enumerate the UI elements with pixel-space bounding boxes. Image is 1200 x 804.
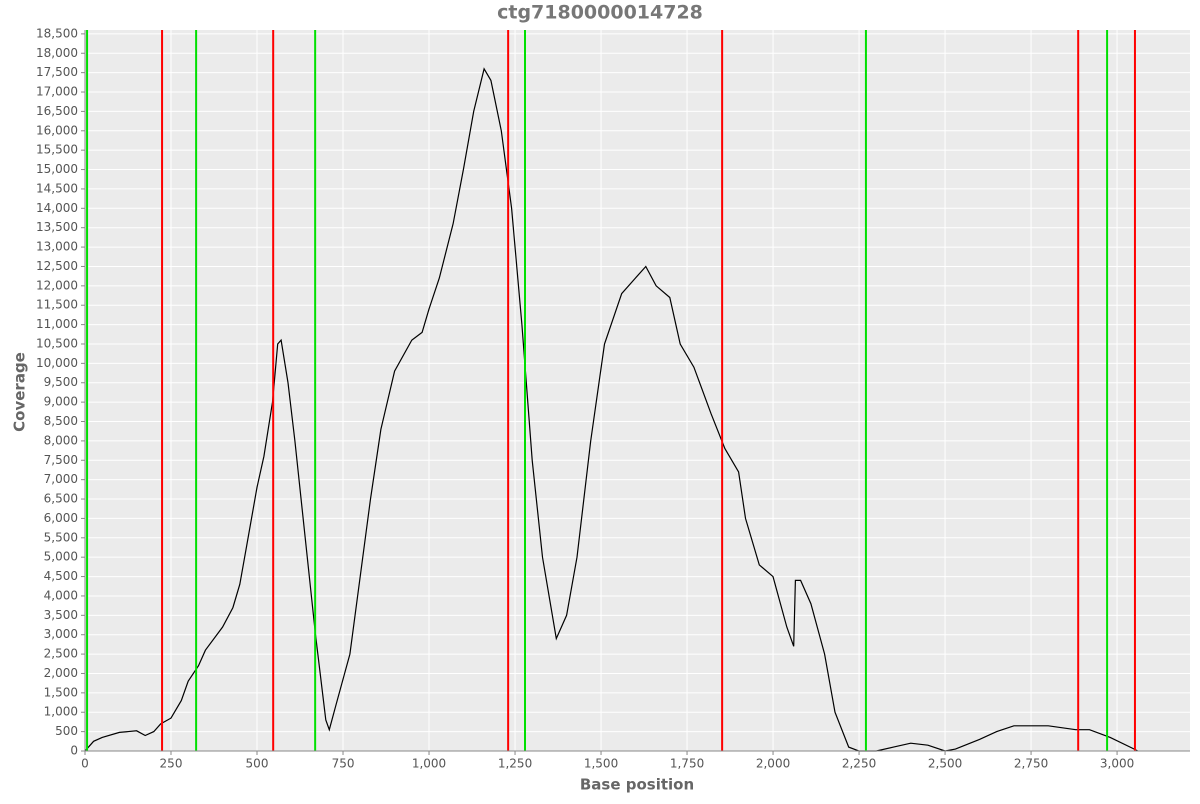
x-tick-label: 1,000 — [412, 757, 446, 771]
x-tick-label: 2,500 — [928, 757, 962, 771]
y-tick-label: 10,000 — [36, 356, 78, 370]
y-tick-label: 17,500 — [36, 65, 78, 79]
y-tick-label: 3,500 — [44, 608, 78, 622]
x-tick-label: 2,750 — [1014, 757, 1048, 771]
y-tick-label: 10,500 — [36, 336, 78, 350]
plot-background — [85, 30, 1190, 751]
y-tick-label: 14,500 — [36, 181, 78, 195]
y-tick-label: 1,000 — [44, 705, 78, 719]
y-tick-label: 16,500 — [36, 104, 78, 118]
chart-title: ctg7180000014728 — [497, 2, 703, 24]
x-tick-label: 3,000 — [1100, 757, 1134, 771]
y-tick-label: 5,000 — [44, 550, 78, 564]
y-tick-label: 3,000 — [44, 627, 78, 641]
y-tick-label: 11,500 — [36, 298, 78, 312]
x-axis-label: Base position — [580, 776, 694, 794]
y-tick-label: 0 — [70, 744, 78, 758]
y-tick-label: 5,500 — [44, 530, 78, 544]
y-tick-label: 12,500 — [36, 259, 78, 273]
x-tick-label: 2,000 — [756, 757, 790, 771]
x-tick-label: 1,250 — [498, 757, 532, 771]
y-tick-label: 13,000 — [36, 240, 78, 254]
y-tick-label: 2,500 — [44, 647, 78, 661]
y-tick-label: 13,500 — [36, 220, 78, 234]
y-tick-label: 7,500 — [44, 453, 78, 467]
y-tick-label: 12,000 — [36, 278, 78, 292]
y-tick-label: 11,000 — [36, 317, 78, 331]
y-tick-label: 500 — [55, 724, 78, 738]
x-tick-label: 1,750 — [670, 757, 704, 771]
y-tick-label: 18,000 — [36, 46, 78, 60]
y-tick-label: 4,000 — [44, 588, 78, 602]
y-tick-label: 15,000 — [36, 162, 78, 176]
x-tick-label: 500 — [246, 757, 269, 771]
y-tick-label: 4,500 — [44, 569, 78, 583]
x-tick-label: 750 — [332, 757, 355, 771]
y-tick-label: 6,000 — [44, 511, 78, 525]
x-tick-label: 1,500 — [584, 757, 618, 771]
x-tick-label: 250 — [160, 757, 183, 771]
y-tick-label: 1,500 — [44, 685, 78, 699]
y-tick-label: 6,500 — [44, 492, 78, 506]
x-tick-label: 0 — [81, 757, 89, 771]
y-tick-label: 2,000 — [44, 666, 78, 680]
y-tick-label: 8,500 — [44, 414, 78, 428]
y-tick-label: 15,500 — [36, 143, 78, 157]
y-tick-label: 18,500 — [36, 26, 78, 40]
y-tick-label: 9,500 — [44, 375, 78, 389]
x-tick-label: 2,250 — [842, 757, 876, 771]
y-tick-label: 9,000 — [44, 395, 78, 409]
y-tick-label: 8,000 — [44, 433, 78, 447]
y-tick-label: 16,000 — [36, 123, 78, 137]
y-tick-label: 14,000 — [36, 201, 78, 215]
y-axis-label: Coverage — [11, 352, 29, 432]
y-tick-label: 17,000 — [36, 85, 78, 99]
y-tick-label: 7,000 — [44, 472, 78, 486]
